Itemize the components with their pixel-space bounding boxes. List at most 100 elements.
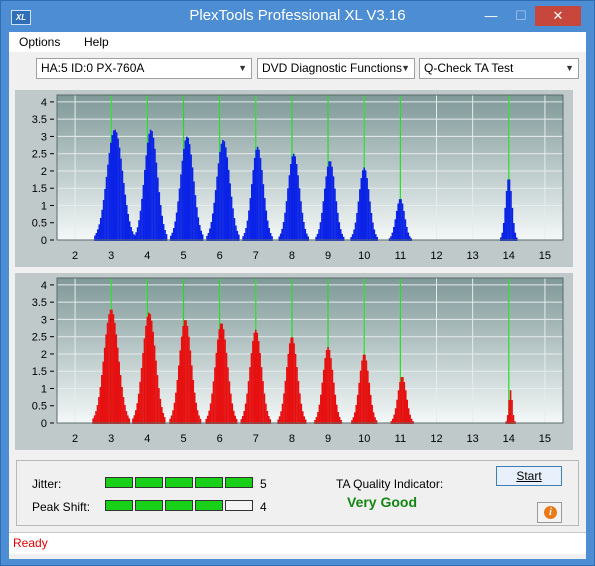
- plot-border: [56, 277, 564, 424]
- histogram-bar: [261, 170, 263, 241]
- histogram-bar: [297, 175, 299, 241]
- histogram-bar: [227, 169, 230, 241]
- histogram-bar: [321, 212, 323, 241]
- menu-help[interactable]: Help: [84, 35, 109, 49]
- maximize-button[interactable]: ☐: [515, 8, 527, 23]
- y-tick-label: 0: [41, 235, 47, 247]
- histogram-bar: [301, 212, 304, 241]
- app-logo-icon: XL: [11, 10, 31, 25]
- histogram-bar: [196, 410, 199, 424]
- histogram-bar: [109, 309, 112, 424]
- histogram-bar: [127, 415, 129, 424]
- histogram-bar: [286, 367, 288, 424]
- y-tick-label: 2.5: [32, 149, 47, 161]
- histogram-bar: [391, 418, 394, 424]
- histogram-bar: [228, 381, 231, 424]
- histogram-bar: [282, 222, 285, 241]
- histogram-bar: [106, 322, 109, 424]
- histogram-bar: [398, 199, 401, 241]
- histogram-bar: [206, 235, 208, 241]
- x-tick-label: 10: [358, 250, 370, 262]
- y-tick-label: 2: [41, 349, 47, 361]
- x-tick-label: 7: [253, 250, 259, 262]
- histogram-bar: [397, 203, 399, 241]
- histogram-bar: [219, 323, 222, 424]
- histogram-bar: [193, 392, 196, 424]
- histogram-bar: [305, 233, 308, 241]
- histogram-bar: [152, 137, 155, 241]
- histogram-bar: [188, 144, 191, 241]
- histogram-bar: [151, 131, 153, 241]
- histogram-bar: [339, 229, 342, 241]
- histogram-bar: [511, 400, 513, 424]
- histogram-bar: [227, 367, 229, 424]
- info-icon: i: [544, 506, 557, 519]
- histogram-bar: [394, 219, 397, 241]
- histogram-bar: [195, 402, 197, 424]
- x-tick-label: 14: [503, 433, 515, 445]
- histogram-bar: [354, 222, 357, 241]
- histogram-bar: [123, 182, 125, 241]
- start-button[interactable]: Start: [496, 466, 562, 486]
- histogram-bar: [111, 309, 113, 424]
- histogram-bar: [128, 418, 131, 424]
- histogram-bar: [232, 410, 235, 424]
- histogram-bar: [99, 217, 102, 241]
- histogram-bar: [180, 336, 183, 424]
- histogram-bar: [407, 232, 410, 241]
- results-panel: Jitter: 5 Peak Shift: 4 TA Quality Indic…: [16, 460, 579, 526]
- histogram-bar: [157, 177, 159, 241]
- histogram-bar: [145, 155, 148, 241]
- chevron-down-icon: ▼: [565, 63, 574, 73]
- info-button[interactable]: i: [537, 502, 562, 523]
- histogram-bar: [359, 189, 361, 241]
- title-bar[interactable]: XL PlexTools Professional XL V3.16 — ☐ ✕: [1, 1, 594, 31]
- histogram-bar: [230, 393, 232, 424]
- histogram-bar: [314, 419, 316, 424]
- histogram-bar: [199, 418, 202, 424]
- meter-segment: [225, 500, 253, 511]
- histogram-bar: [215, 352, 218, 424]
- histogram-bar: [170, 415, 173, 424]
- histogram-bar: [114, 129, 116, 241]
- histogram-bar: [95, 411, 97, 424]
- histogram-bar: [353, 229, 355, 241]
- histogram-bar: [165, 234, 168, 241]
- histogram-bar: [146, 142, 149, 241]
- histogram-bar: [194, 195, 197, 241]
- minimize-button[interactable]: —: [484, 8, 498, 23]
- close-button[interactable]: ✕: [535, 6, 581, 26]
- menu-options[interactable]: Options: [19, 35, 61, 49]
- histogram-bar: [103, 347, 106, 424]
- histogram-bar: [252, 170, 255, 241]
- y-tick-label: 2.5: [32, 332, 47, 344]
- histogram-bar: [188, 336, 190, 424]
- histogram-bar: [330, 358, 332, 424]
- function-select[interactable]: DVD Diagnostic Functions ▼: [257, 58, 415, 79]
- histogram-bar: [359, 370, 362, 424]
- histogram-bar: [266, 220, 269, 241]
- drive-select[interactable]: HA:5 ID:0 PX-760A ▼: [36, 58, 252, 79]
- x-tick-label: 6: [217, 250, 223, 262]
- histogram-bar: [361, 360, 363, 424]
- histogram-bar: [243, 233, 246, 241]
- histogram-bar: [301, 411, 304, 424]
- histogram-bar: [324, 358, 326, 424]
- histogram-bar: [163, 417, 166, 424]
- histogram-bar: [116, 347, 119, 424]
- histogram-bar: [393, 226, 395, 241]
- histogram-bar: [367, 189, 370, 241]
- histogram-bar: [304, 419, 307, 424]
- meter-segment: [135, 500, 163, 511]
- histogram-bar: [142, 184, 145, 241]
- histogram-bar: [500, 237, 502, 241]
- histogram-bar: [320, 394, 322, 424]
- histogram-bar: [395, 210, 398, 241]
- histogram-bar: [105, 334, 107, 424]
- y-tick-label: 4: [41, 97, 47, 109]
- histogram-bar: [259, 353, 261, 424]
- histogram-bar: [317, 412, 319, 424]
- histogram-bar: [278, 416, 281, 424]
- test-select[interactable]: Q-Check TA Test ▼: [419, 58, 579, 79]
